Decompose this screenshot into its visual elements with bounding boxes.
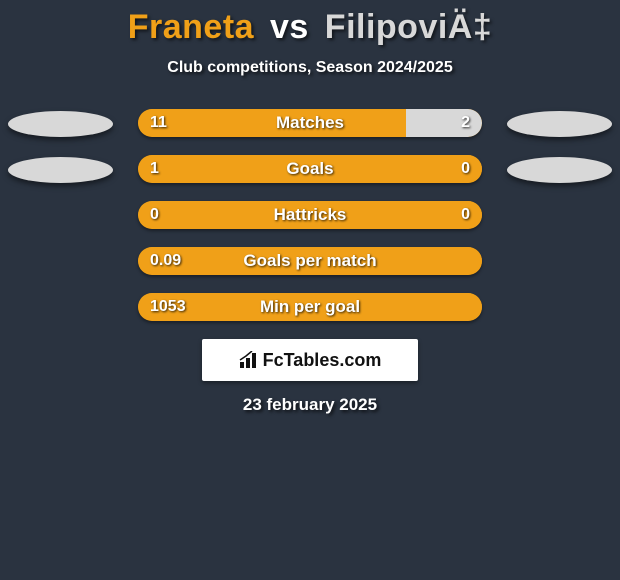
stat-value-left: 1053 [150,293,186,321]
stats-list: Matches112Goals10Hattricks00Goals per ma… [0,109,620,321]
stat-row: Goals per match0.09 [0,247,620,275]
stat-row: Min per goal1053 [0,293,620,321]
stat-value-left: 11 [150,109,167,137]
page-title: Franeta vs FilipoviÄ‡ [0,8,620,47]
stat-value-right: 2 [461,109,470,137]
player1-name: Franeta [128,8,254,46]
bar-chart-icon [239,351,259,369]
stat-value-right: 0 [461,155,470,183]
stat-label: Matches [138,109,482,137]
stat-row: Goals1 0 [0,155,620,183]
stat-row: Matches11 2 [0,109,620,137]
ellipse-left [8,111,113,137]
stat-bar: Goals per match0.09 [138,247,482,275]
vs-text: vs [270,8,309,46]
comparison-widget: Franeta vs FilipoviÄ‡ Club competitions,… [0,0,620,415]
ellipse-left [8,157,113,183]
stat-label: Hattricks [138,201,482,229]
ellipse-right [507,111,612,137]
player2-name: FilipoviÄ‡ [325,8,492,46]
stat-label: Min per goal [138,293,482,321]
stat-bar: Min per goal1053 [138,293,482,321]
date-text: 23 february 2025 [0,395,620,415]
stat-bar: Goals1 0 [138,155,482,183]
stat-value-left: 0.09 [150,247,181,275]
stat-bar: Matches11 2 [138,109,482,137]
stat-bar: Hattricks0 0 [138,201,482,229]
stat-value-left: 0 [150,201,159,229]
stat-label: Goals [138,155,482,183]
ellipse-right [507,157,612,183]
subtitle: Club competitions, Season 2024/2025 [0,59,620,77]
stat-value-left: 1 [150,155,159,183]
logo-box[interactable]: FcTables.com [202,339,418,381]
stat-label: Goals per match [138,247,482,275]
logo-text: FcTables.com [263,350,382,371]
stat-value-right: 0 [461,201,470,229]
stat-row: Hattricks0 0 [0,201,620,229]
